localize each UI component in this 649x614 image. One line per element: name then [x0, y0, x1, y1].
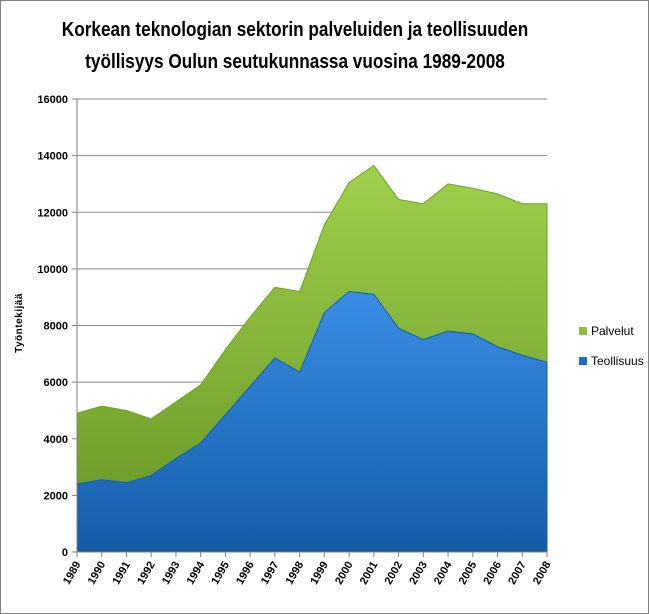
- x-tick-label-2001: 2001: [358, 560, 381, 587]
- legend-label-palvelut: Palvelut: [591, 324, 634, 338]
- y-tick-label-12000: 12000: [37, 207, 68, 219]
- y-tick-label-2000: 2000: [44, 490, 68, 502]
- x-tick-label-1999: 1999: [308, 560, 331, 587]
- x-tick-label-1991: 1991: [110, 560, 133, 587]
- x-tick-label-2002: 2002: [383, 560, 406, 587]
- y-tick-label-8000: 8000: [44, 321, 68, 333]
- chart-title-line-2: työllisyys Oulun seutukunnassa vuosina 1…: [85, 51, 505, 73]
- y-tick-label-16000: 16000: [37, 94, 68, 106]
- x-tick-label-1996: 1996: [234, 560, 257, 587]
- x-tick-label-1995: 1995: [209, 560, 232, 587]
- x-tick-label-2007: 2007: [506, 560, 529, 587]
- chart-title: Korkean teknologian sektorin palveluiden…: [41, 14, 548, 78]
- plot-area: [76, 164, 548, 553]
- legend-label-teollisuus: Teollisuus: [591, 354, 644, 368]
- x-tick-label-1992: 1992: [135, 560, 158, 587]
- x-tick-label-2004: 2004: [432, 559, 455, 587]
- x-tick-label-2008: 2008: [531, 560, 554, 587]
- y-tick-label-10000: 10000: [37, 264, 68, 276]
- x-tick-label-1998: 1998: [284, 560, 307, 587]
- y-tick-label-4000: 4000: [44, 434, 68, 446]
- x-tick-label-2006: 2006: [481, 560, 504, 587]
- x-tick-label-2000: 2000: [333, 560, 356, 587]
- y-tick-labels: 0 2000 4000 6000 8000 10000 12000 14000 16000: [37, 94, 68, 559]
- y-tick-label-14000: 14000: [37, 151, 68, 163]
- chart-title-line-1: Korkean teknologian sektorin palveluiden…: [61, 19, 529, 41]
- x-tick-labels: 1989 1990 1991 1992 1993 1994 1995 1996 1997 1998…: [61, 559, 554, 587]
- x-tick-label-1990: 1990: [86, 560, 109, 587]
- legend-swatch-palvelut: [579, 327, 587, 335]
- y-tick-label-6000: 6000: [44, 377, 68, 389]
- x-tick-label-1989: 1989: [61, 560, 84, 587]
- x-tick-label-1994: 1994: [185, 559, 208, 587]
- y-axis-label: Työntekijää: [14, 293, 25, 353]
- axes: [72, 98, 548, 557]
- x-tick-label-1993: 1993: [160, 560, 183, 587]
- legend-swatch-teollisuus: [579, 357, 587, 365]
- x-tick-label-1997: 1997: [259, 560, 282, 587]
- x-tick-label-2003: 2003: [407, 560, 430, 587]
- y-tick-label-0: 0: [62, 547, 68, 559]
- x-tick-label-2005: 2005: [457, 560, 480, 587]
- series-area-teollisuus: [76, 291, 548, 553]
- legend: Palvelut Teollisuus: [579, 324, 644, 368]
